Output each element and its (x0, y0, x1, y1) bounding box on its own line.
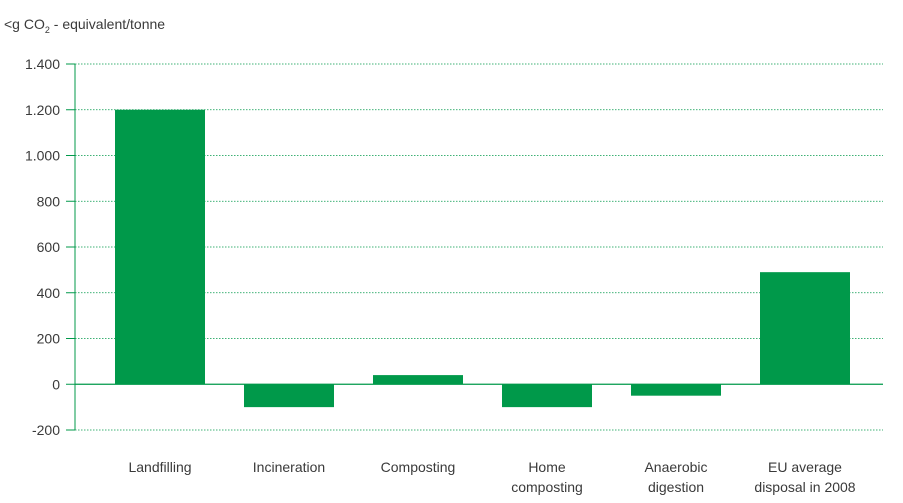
x-category-label-line: Anaerobic (644, 459, 707, 475)
y-axis-unit-suffix: - equivalent/tonne (50, 16, 165, 32)
x-category-label-line: Composting (381, 459, 456, 475)
y-tick-label: -200 (32, 422, 60, 438)
y-tick-label: 1.200 (25, 102, 60, 118)
y-tick-label: 0 (52, 376, 60, 392)
y-tick-label: 1.000 (25, 148, 60, 164)
y-tick-label: 800 (37, 193, 61, 209)
bar (502, 384, 592, 408)
y-tick-label: 200 (37, 331, 61, 347)
x-category-label-line: Home (528, 459, 566, 475)
bar (760, 272, 850, 385)
x-category-label: Home composting (511, 459, 583, 495)
x-category-label: Composting (381, 459, 456, 475)
x-category-label: EU average disposal in 2008 (754, 459, 855, 495)
x-category-label-line: EU average (768, 459, 842, 475)
x-category-label: Anaerobic digestion (644, 459, 707, 495)
x-category-label: Incineration (253, 459, 325, 475)
y-axis-unit-label: <g CO2 - equivalent/tonne (4, 16, 165, 35)
x-axis-categories: Landfilling Incineration Composting Home com… (128, 459, 855, 495)
bar (631, 384, 721, 396)
bar (373, 375, 463, 385)
bar (115, 109, 205, 385)
y-tick-label: 400 (37, 285, 61, 301)
grid-lines (75, 63, 883, 431)
x-category-label-line: digestion (648, 479, 704, 495)
y-axis-unit-prefix: <g CO (4, 16, 45, 32)
bars (115, 109, 850, 408)
x-category-label-line: disposal in 2008 (754, 479, 855, 495)
y-axis-ticks: 1.400 1.200 1.000 800 600 400 200 0 -200 (25, 56, 76, 438)
y-tick-label: 1.400 (25, 56, 60, 72)
x-category-label-line: Incineration (253, 459, 325, 475)
x-category-label: Landfilling (128, 459, 191, 475)
y-tick-label: 600 (37, 239, 61, 255)
y-axis-unit-subscript: 2 (45, 25, 50, 35)
x-category-label-line: Landfilling (128, 459, 191, 475)
x-category-label-line: composting (511, 479, 583, 495)
bar (244, 384, 334, 408)
